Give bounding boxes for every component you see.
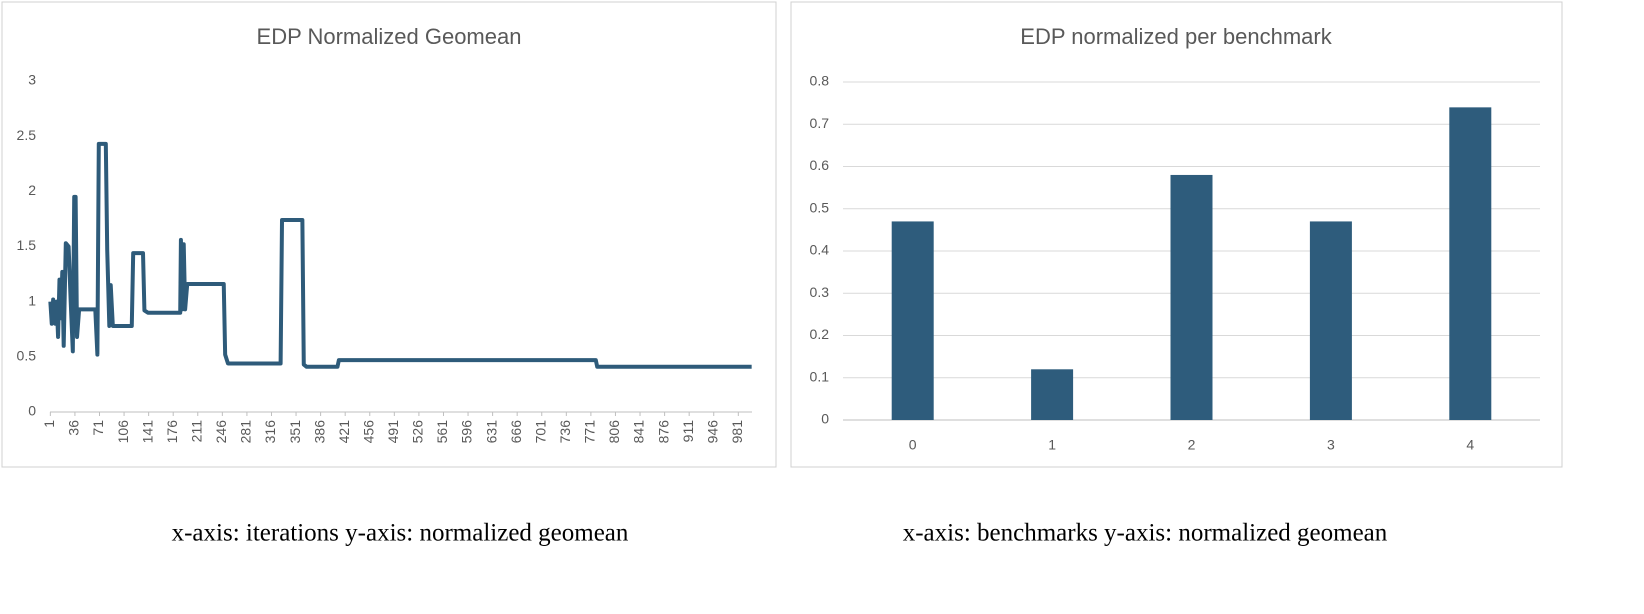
y-tick-label: 2: [28, 182, 36, 198]
y-tick-label: 3: [28, 72, 36, 88]
x-tick-label: 351: [287, 420, 303, 444]
x-tick-label: 806: [606, 420, 622, 444]
y-tick-label: 0.7: [810, 115, 830, 131]
bar: [1449, 107, 1492, 420]
x-tick-label: 1: [1048, 437, 1056, 453]
x-tick-label: 211: [188, 420, 204, 443]
x-tick-label: 456: [360, 420, 376, 444]
x-tick-label: 561: [434, 420, 450, 444]
caption: x-axis: benchmarks y-axis: normalized ge…: [903, 520, 1388, 547]
y-tick-label: 2.5: [17, 127, 37, 143]
y-tick-label: 0: [821, 411, 829, 427]
y-tick-label: 0.5: [17, 348, 37, 364]
y-tick-label: 0: [28, 403, 36, 419]
y-tick-label: 1.5: [17, 237, 37, 253]
line-series: [48, 141, 752, 369]
x-tick-label: 981: [729, 420, 745, 444]
y-tick-label: 0.5: [810, 199, 830, 215]
y-tick-label: 0.1: [810, 368, 830, 384]
x-tick-label: 736: [557, 420, 573, 444]
bar: [891, 221, 934, 420]
x-tick-label: 71: [90, 420, 106, 436]
x-tick-label: 386: [311, 420, 327, 444]
chart-title: EDP Normalized Geomean: [257, 24, 522, 49]
x-tick-label: 1: [41, 420, 57, 428]
x-tick-label: 526: [410, 420, 426, 444]
chart-title: EDP normalized per benchmark: [1020, 24, 1332, 49]
x-tick-label: 281: [238, 420, 254, 444]
x-tick-label: 701: [532, 420, 548, 444]
y-tick-label: 1: [28, 292, 36, 308]
x-tick-label: 4: [1466, 437, 1474, 453]
bar: [1031, 369, 1074, 420]
x-tick-label: 0: [909, 437, 917, 453]
x-tick-label: 771: [582, 420, 598, 444]
x-tick-label: 491: [385, 420, 401, 444]
x-tick-label: 666: [508, 420, 524, 444]
caption: x-axis: iterations y-axis: normalized ge…: [172, 520, 629, 547]
x-tick-label: 3: [1327, 437, 1335, 453]
x-tick-label: 141: [139, 420, 155, 444]
x-tick-label: 36: [66, 420, 82, 436]
y-tick-label: 0.3: [810, 284, 830, 300]
x-tick-label: 316: [262, 420, 278, 444]
x-tick-label: 421: [336, 420, 352, 444]
x-tick-label: 631: [483, 420, 499, 444]
x-tick-label: 106: [115, 420, 131, 444]
x-tick-label: 841: [631, 420, 647, 444]
x-tick-label: 2: [1188, 437, 1196, 453]
x-tick-label: 911: [680, 420, 696, 443]
y-tick-label: 0.4: [810, 242, 830, 258]
bar: [1309, 221, 1352, 420]
x-tick-label: 876: [655, 420, 671, 444]
x-tick-label: 946: [704, 420, 720, 444]
x-tick-label: 176: [164, 420, 180, 444]
y-tick-label: 0.6: [810, 157, 830, 173]
y-tick-label: 0.8: [810, 73, 830, 89]
bar: [1170, 174, 1213, 420]
x-tick-label: 246: [213, 420, 229, 444]
left-panel: [1, 1, 777, 468]
y-tick-label: 0.2: [810, 326, 830, 342]
x-tick-label: 596: [459, 420, 475, 444]
